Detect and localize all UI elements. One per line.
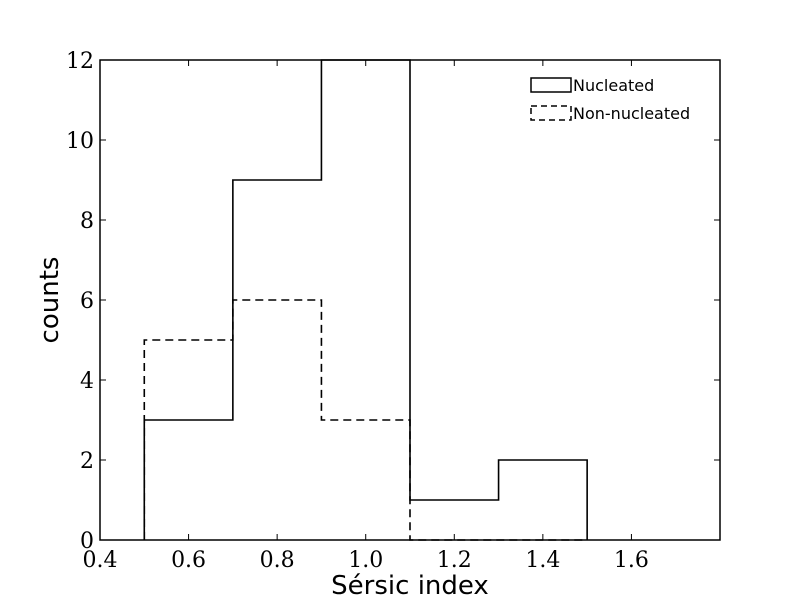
x-tick-labels: 0.4 0.6 0.8 1.0 1.2 1.4 1.6 xyxy=(83,548,649,573)
legend-label-non-nucleated: Non-nucleated xyxy=(573,104,690,123)
y-tick-label: 6 xyxy=(80,289,94,314)
y-tick-label: 8 xyxy=(80,209,94,234)
y-tick-label: 12 xyxy=(66,49,94,74)
x-tick-label: 0.6 xyxy=(171,548,206,573)
legend: Nucleated Non-nucleated xyxy=(530,76,690,123)
x-tick-label: 1.6 xyxy=(614,548,649,573)
bar-non-nucleated xyxy=(144,340,233,540)
x-tick-label: 1.4 xyxy=(525,548,560,573)
bar-nucleated xyxy=(499,460,588,540)
x-tick-label: 1.2 xyxy=(437,548,472,573)
y-tick-labels: 0 2 4 6 8 10 12 xyxy=(66,49,94,554)
legend-swatch-non-nucleated xyxy=(530,105,572,121)
y-tick-label: 2 xyxy=(80,449,94,474)
bar-non-nucleated xyxy=(233,300,322,540)
y-tick-label: 4 xyxy=(80,369,94,394)
legend-label-nucleated: Nucleated xyxy=(573,76,654,95)
plot-frame xyxy=(99,59,721,541)
x-tick-label: 0.4 xyxy=(83,548,118,573)
x-axis-label: Sérsic index xyxy=(331,571,489,600)
ticks xyxy=(99,59,720,541)
x-tick-label: 0.8 xyxy=(260,548,295,573)
series-layer xyxy=(143,59,588,541)
legend-swatch-nucleated xyxy=(530,77,572,93)
x-tick-label: 1.0 xyxy=(348,548,383,573)
bar-non-nucleated xyxy=(321,420,410,540)
bar-nucleated xyxy=(410,500,499,540)
y-axis-label: counts xyxy=(35,257,65,344)
y-tick-label: 10 xyxy=(66,129,94,154)
y-tick-label: 0 xyxy=(80,529,94,554)
